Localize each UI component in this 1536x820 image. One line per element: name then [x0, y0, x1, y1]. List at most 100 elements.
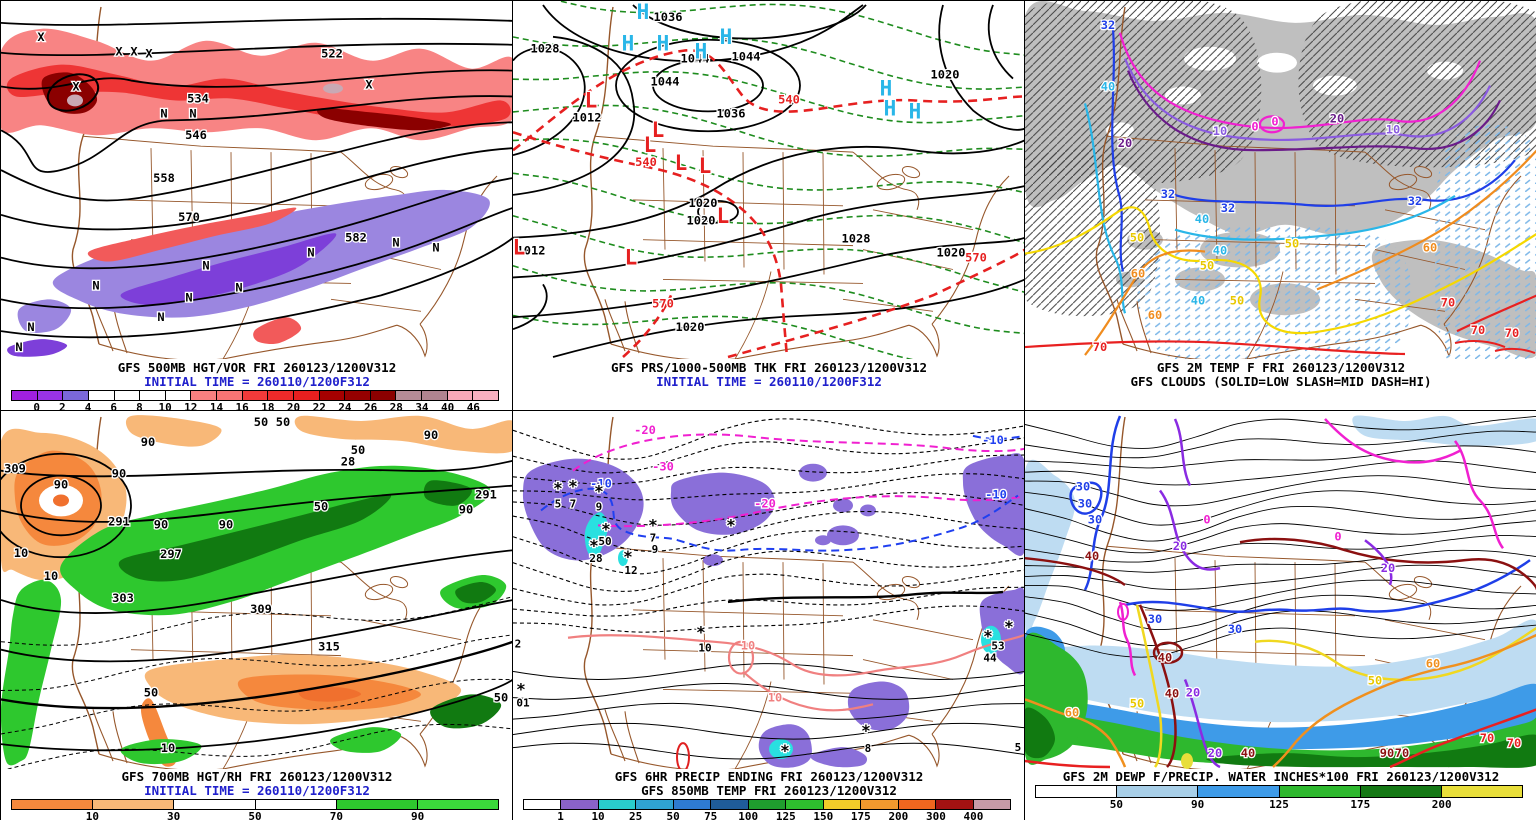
map-label: 90	[54, 478, 68, 492]
map-symbol: *	[780, 741, 790, 760]
map-label: 540	[778, 92, 800, 106]
map-symbol: N	[202, 259, 209, 273]
map-label: 315	[318, 640, 340, 654]
map-label: 50	[1130, 231, 1144, 245]
colorbar-segment	[140, 391, 166, 400]
map-symbol: L	[585, 88, 598, 112]
map-art	[513, 284, 547, 329]
map-label: 70	[1507, 736, 1521, 750]
map-label: 1036	[717, 106, 746, 120]
colorbar-segment	[217, 391, 243, 400]
map-label: 1012	[573, 110, 602, 124]
map-art	[364, 582, 395, 603]
map-label: 50	[1200, 259, 1214, 273]
colorbar-tick: 34	[415, 401, 428, 411]
colorbar-tick: 40	[441, 401, 454, 411]
map-label: 32	[1161, 187, 1175, 201]
colorbar-segment	[256, 800, 337, 809]
colorbar	[523, 799, 1011, 810]
map-label: 40	[1213, 244, 1227, 258]
map-label: 540	[635, 155, 657, 169]
map-label: 60	[1065, 705, 1079, 719]
map-art	[595, 546, 853, 562]
map-label: 50	[1230, 293, 1244, 307]
colorbar-segment	[396, 391, 422, 400]
map-label: 32	[1408, 194, 1422, 208]
map-art	[1025, 460, 1075, 636]
colorbar-tick: 4	[85, 401, 92, 411]
map-label: 1044	[732, 50, 761, 64]
map-symbol: N	[92, 278, 99, 292]
map-art	[83, 136, 341, 152]
map-label: 01	[516, 696, 530, 709]
map-symbol: H	[884, 96, 897, 120]
map-label: 90	[424, 428, 438, 442]
map-symbol: H	[657, 32, 670, 56]
map-label: 70	[1395, 746, 1409, 760]
map-symbol: X	[72, 80, 80, 94]
map-label: 60	[1148, 308, 1162, 322]
colorbar-segment	[1036, 786, 1117, 797]
colorbar-tick: 125	[1269, 798, 1289, 811]
colorbar-tick: 6	[110, 401, 117, 411]
colorbar-segment	[320, 391, 346, 400]
map-label: 40	[1195, 212, 1209, 226]
colorbar-segment	[711, 800, 748, 809]
map-art	[848, 681, 909, 730]
map-art	[513, 703, 1025, 719]
map-art	[909, 324, 939, 356]
colorbar-segment	[1442, 786, 1522, 797]
map-label: 0	[1203, 512, 1210, 526]
colorbar-tick: 46	[467, 401, 480, 411]
colorbar-tick: 10	[158, 401, 171, 411]
panel-subtitle: GFS CLOUDS (SOLID=LOW SLASH=MID DASH=HI)	[1130, 374, 1431, 389]
map-label: 30	[1228, 622, 1242, 636]
map-label: 90	[141, 435, 155, 449]
map-label: 7	[570, 497, 577, 510]
map-label: 10	[161, 741, 175, 755]
colorbar-segment	[1198, 786, 1279, 797]
map-label: 570	[965, 251, 987, 265]
map-label: 1028	[531, 42, 560, 56]
map-art	[513, 419, 1025, 459]
colorbar-segment	[166, 391, 192, 400]
map-label: 40	[1101, 80, 1115, 94]
map-label: 60	[1426, 657, 1440, 671]
map-art	[1455, 441, 1503, 548]
map-symbol: H	[909, 99, 922, 123]
colorbar-tick: 175	[1350, 798, 1370, 811]
map-symbol: H	[622, 32, 635, 56]
map-label: 60	[1131, 266, 1145, 280]
map-art	[93, 709, 127, 763]
map-label: 40	[1158, 651, 1172, 665]
colorbar	[11, 390, 499, 401]
colorbar-tick: 90	[1191, 798, 1204, 811]
map-label: 90	[112, 467, 126, 481]
colorbar-segment	[422, 391, 448, 400]
map-symbol: N	[189, 106, 196, 120]
map-art	[605, 709, 639, 763]
map-label: 30	[1088, 512, 1102, 526]
map-label: 309	[4, 462, 26, 476]
map-symbol: X	[365, 78, 373, 92]
panel-title: GFS PRS/1000-500MB THK FRI 260123/1200V3…	[611, 360, 927, 375]
colorbar-segment	[268, 391, 294, 400]
map-label: 70	[1441, 295, 1455, 309]
map-art	[1352, 415, 1536, 445]
map-label: 5	[1015, 741, 1022, 754]
map-label: 50	[1130, 696, 1144, 710]
map-label: 570	[652, 296, 674, 310]
map-label: 10	[768, 690, 782, 704]
colorbar-tick: 14	[210, 401, 223, 411]
map-label: 10	[44, 569, 58, 583]
map-art	[53, 495, 69, 507]
map-label: -10	[985, 488, 1007, 502]
colorbar-segment	[899, 800, 936, 809]
caption-strip: GFS PRS/1000-500MB THK FRI 260123/1200V3…	[513, 361, 1025, 411]
caption-strip: GFS 6HR PRECIP ENDING FRI 260123/1200V31…	[513, 770, 1025, 820]
map-art	[703, 554, 723, 566]
